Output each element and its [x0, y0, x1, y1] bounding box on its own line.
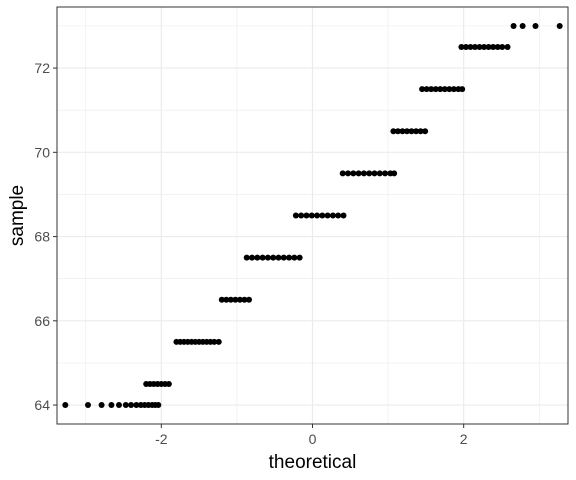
data-point: [504, 44, 511, 51]
data-point: [270, 254, 277, 261]
data-point: [422, 128, 429, 135]
data-point: [462, 44, 469, 51]
data-point: [339, 170, 346, 177]
data-point: [218, 296, 225, 303]
data-point: [155, 402, 162, 409]
data-point: [340, 212, 347, 219]
y-tick-label: 66: [34, 313, 50, 329]
data-point: [394, 128, 401, 135]
data-point: [408, 128, 415, 135]
data-point: [296, 254, 303, 261]
data-point: [467, 44, 474, 51]
data-point: [227, 296, 234, 303]
data-point: [403, 128, 410, 135]
data-point: [355, 170, 362, 177]
data-point: [249, 254, 256, 261]
data-point: [391, 170, 398, 177]
data-point: [499, 44, 506, 51]
data-point: [476, 44, 483, 51]
data-point: [84, 402, 91, 409]
data-point: [215, 338, 222, 345]
data-point: [556, 22, 563, 29]
data-point: [223, 296, 230, 303]
data-point: [259, 254, 266, 261]
x-tick-label: -2: [155, 431, 168, 447]
data-point: [98, 402, 105, 409]
data-point: [472, 44, 479, 51]
data-point: [264, 254, 271, 261]
data-point: [459, 86, 466, 93]
data-point: [450, 86, 457, 93]
data-point: [494, 44, 501, 51]
data-point: [532, 22, 539, 29]
data-point: [308, 212, 315, 219]
y-axis-title: sample: [7, 185, 28, 246]
data-point: [432, 86, 439, 93]
data-point: [115, 402, 122, 409]
data-point: [128, 402, 135, 409]
data-point: [413, 128, 420, 135]
data-point: [428, 86, 435, 93]
data-point: [133, 402, 140, 409]
data-point: [485, 44, 492, 51]
data-point: [303, 212, 310, 219]
data-point: [446, 86, 453, 93]
data-point: [481, 44, 488, 51]
x-tick-label: 0: [309, 431, 317, 447]
data-point: [211, 338, 218, 345]
data-point: [286, 254, 293, 261]
data-point: [122, 402, 129, 409]
data-point: [458, 44, 465, 51]
axis-ticks: [53, 67, 465, 428]
data-point: [236, 296, 243, 303]
x-axis-title: theoretical: [269, 452, 357, 473]
data-point: [62, 402, 69, 409]
data-point: [329, 212, 336, 219]
data-point: [241, 296, 248, 303]
data-point: [519, 22, 526, 29]
data-point: [371, 170, 378, 177]
data-point: [490, 44, 497, 51]
data-point: [319, 212, 326, 219]
data-point: [366, 170, 373, 177]
data-point: [382, 170, 389, 177]
axis-tick-labels: -2 0 2 64 66 68 70 72: [34, 60, 467, 447]
data-point: [314, 212, 321, 219]
data-point: [437, 86, 444, 93]
data-point: [399, 128, 406, 135]
data-point: [280, 254, 287, 261]
data-point: [510, 22, 517, 29]
data-points: [62, 22, 563, 409]
grid-lines: [57, 7, 568, 424]
data-point: [417, 128, 424, 135]
data-point: [345, 170, 352, 177]
y-tick-label: 64: [34, 397, 50, 413]
data-point: [360, 170, 367, 177]
data-point: [335, 212, 342, 219]
y-tick-label: 70: [34, 144, 50, 160]
y-tick-label: 72: [34, 60, 50, 76]
data-point: [243, 254, 250, 261]
data-point: [423, 86, 430, 93]
data-point: [292, 212, 299, 219]
data-point: [390, 128, 397, 135]
x-tick-label: 2: [460, 431, 468, 447]
data-point: [324, 212, 331, 219]
data-point: [298, 212, 305, 219]
data-point: [254, 254, 261, 261]
data-point: [232, 296, 239, 303]
data-point: [291, 254, 298, 261]
data-point: [275, 254, 282, 261]
data-point: [376, 170, 383, 177]
data-point: [441, 86, 448, 93]
y-tick-label: 68: [34, 229, 50, 245]
data-point: [350, 170, 357, 177]
data-point: [246, 296, 253, 303]
data-point: [108, 402, 115, 409]
data-point: [419, 86, 426, 93]
data-point: [165, 380, 172, 387]
